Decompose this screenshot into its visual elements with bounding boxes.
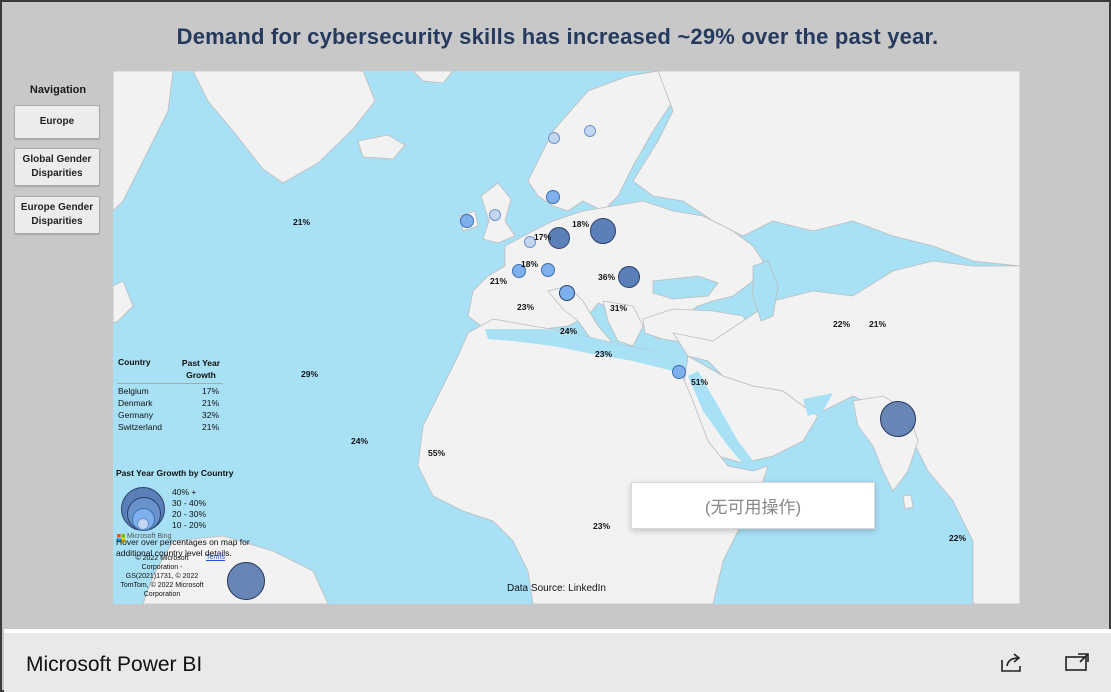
- footer-bar: Microsoft Power BI: [4, 633, 1111, 692]
- table-cell-country: Switzerland: [118, 422, 162, 432]
- table-cell-growth: 32%: [202, 410, 220, 420]
- map-bubble[interactable]: [672, 365, 686, 379]
- legend-item: 10 - 20%: [172, 520, 207, 530]
- map-percent-label[interactable]: 22%: [949, 533, 967, 543]
- legend-bubble-10-20: [137, 518, 149, 530]
- map-bubble[interactable]: [546, 190, 560, 204]
- map-bubble[interactable]: [559, 285, 575, 301]
- map-bubble[interactable]: [590, 218, 616, 244]
- map-percent-label[interactable]: 55%: [428, 448, 446, 458]
- table-row: Belgium 17%: [117, 386, 221, 398]
- map-bubble[interactable]: [460, 214, 474, 228]
- map-bubble[interactable]: [880, 401, 916, 437]
- map-bubble[interactable]: [548, 227, 570, 249]
- map-percent-label[interactable]: 31%: [610, 303, 628, 313]
- map-percent-label[interactable]: 51%: [691, 377, 709, 387]
- table-divider: [117, 383, 223, 384]
- map-bubble[interactable]: [524, 236, 536, 248]
- nav-button-europe[interactable]: Europe: [14, 105, 100, 139]
- legend-item: 30 - 40%: [172, 498, 207, 508]
- page-title: Demand for cybersecurity skills has incr…: [176, 24, 939, 49]
- navigation-label: Navigation: [29, 84, 87, 96]
- bing-logo-text: Microsoft Bing: [127, 533, 172, 540]
- map-percent-label[interactable]: 17%: [534, 232, 552, 242]
- map-percent-label[interactable]: 23%: [595, 349, 613, 359]
- power-bi-brand: Microsoft Power BI: [26, 653, 203, 676]
- nav-button-global-gender-disparities[interactable]: Global Gender Disparities: [14, 148, 100, 186]
- map-percent-label[interactable]: 24%: [560, 326, 578, 336]
- map-bubble[interactable]: [541, 263, 555, 277]
- map-land: [113, 71, 1020, 604]
- table-header-country: Country: [118, 357, 151, 367]
- legend-item: 40% +: [172, 487, 197, 497]
- map-percent-label[interactable]: 21%: [293, 217, 311, 227]
- table-row: Switzerland 21%: [117, 422, 221, 434]
- legend-item: 20 - 30%: [172, 509, 207, 519]
- table-cell-growth: 21%: [202, 422, 220, 432]
- map-percent-label[interactable]: 21%: [869, 319, 887, 329]
- table-cell-country: Belgium: [118, 386, 149, 396]
- footer-separator: [4, 629, 1111, 633]
- map-percent-label[interactable]: 18%: [572, 219, 590, 229]
- table-cell-country: Denmark: [118, 398, 153, 408]
- map-bubble[interactable]: [548, 132, 560, 144]
- map-percent-label[interactable]: 24%: [351, 436, 369, 446]
- table-row: Denmark 21%: [117, 398, 221, 410]
- map-bubble[interactable]: [512, 264, 526, 278]
- map-bubble[interactable]: [489, 209, 501, 221]
- map-percent-label[interactable]: 21%: [490, 276, 508, 286]
- map-copyright: © 2022 Microsoft Corporation - GS(2021)1…: [117, 554, 207, 599]
- nav-button-europe-gender-disparities[interactable]: Europe Gender Disparities: [14, 196, 100, 234]
- map-percent-label[interactable]: 23%: [517, 302, 535, 312]
- microsoft-logo-icon: [117, 534, 125, 542]
- table-cell-growth: 21%: [202, 398, 220, 408]
- map-percent-label[interactable]: 36%: [598, 272, 616, 282]
- legend-title: Past Year Growth by Country: [116, 468, 234, 478]
- no-actions-tooltip: (无可用操作): [631, 482, 875, 529]
- data-source-label: Data Source: LinkedIn: [507, 583, 606, 594]
- map-copyright-text: © 2022 Microsoft Corporation - GS(2021)1…: [120, 555, 204, 598]
- map-percent-label[interactable]: 23%: [593, 521, 611, 531]
- open-in-new-window-icon[interactable]: [1063, 649, 1091, 675]
- table-header-growth: Past Year Growth: [181, 358, 221, 380]
- map-bubble[interactable]: [227, 562, 265, 600]
- table-cell-country: Germany: [118, 410, 153, 420]
- map-percent-label[interactable]: 29%: [301, 369, 319, 379]
- map-percent-label[interactable]: 22%: [833, 319, 851, 329]
- terms-link[interactable]: Terms: [206, 554, 226, 561]
- map-visual[interactable]: 21% 18% 17% 18% 21% 36% 23% 31% 24% 23% …: [113, 71, 1020, 604]
- map-percent-label[interactable]: 18%: [521, 259, 539, 269]
- table-row: Germany 32%: [117, 410, 221, 422]
- hover-note: Hover over percentages on map for additi…: [116, 537, 250, 558]
- map-bubble[interactable]: [618, 266, 640, 288]
- share-icon[interactable]: [998, 649, 1026, 675]
- table-cell-growth: 17%: [202, 386, 220, 396]
- map-bubble[interactable]: [584, 125, 596, 137]
